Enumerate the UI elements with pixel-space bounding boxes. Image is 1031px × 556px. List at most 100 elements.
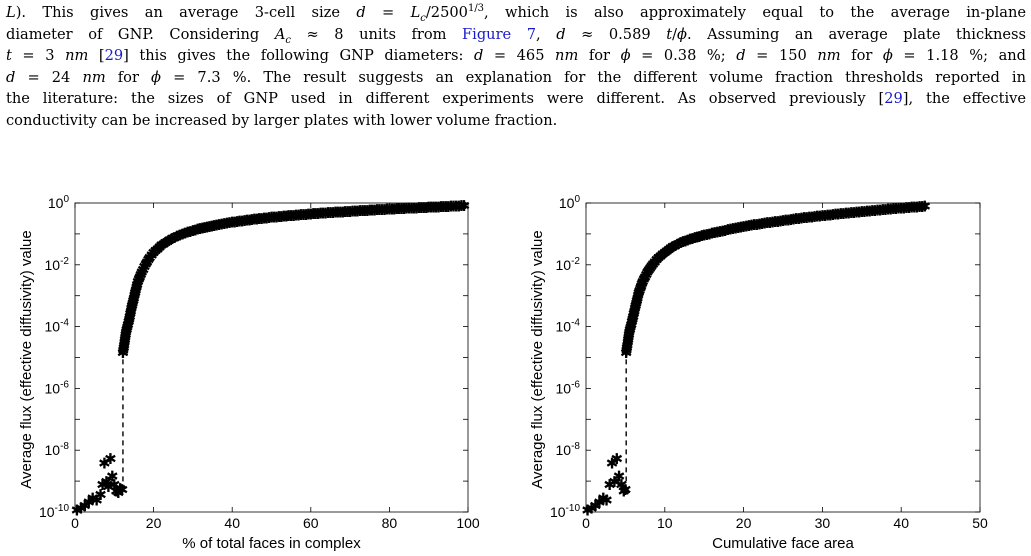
data-point-marker: ✱ xyxy=(290,207,303,225)
data-point-marker: ✱ xyxy=(664,240,677,258)
data-point-marker: ✱ xyxy=(233,213,246,231)
data-point-marker: ✱ xyxy=(623,326,636,344)
data-point-marker: ✱ xyxy=(339,203,352,221)
data-point-marker: ✱ xyxy=(589,497,602,515)
data-point-marker: ✱ xyxy=(679,232,692,250)
data-point-marker: ✱ xyxy=(312,205,325,223)
data-point-marker: ✱ xyxy=(703,225,716,243)
data-point-marker: ✱ xyxy=(640,266,653,284)
data-point-marker: ✱ xyxy=(585,499,598,517)
data-point-marker: ✱ xyxy=(603,476,616,494)
data-point-marker: ✱ xyxy=(292,206,305,224)
data-point-marker: ✱ xyxy=(248,211,261,229)
data-point-marker: ✱ xyxy=(425,199,438,217)
data-point-marker: ✱ xyxy=(882,201,895,219)
paragraph-line-1: L). This gives an average 3-cell size d … xyxy=(6,3,1026,24)
data-point-marker: ✱ xyxy=(277,208,290,226)
data-point-marker: ✱ xyxy=(145,246,158,264)
data-point-marker: ✱ xyxy=(769,213,782,231)
data-point-marker: ✱ xyxy=(263,209,276,227)
data-point-marker: ✱ xyxy=(766,213,779,231)
data-point-marker: ✱ xyxy=(265,209,278,227)
data-point-marker: ✱ xyxy=(90,492,103,510)
data-point-marker: ✱ xyxy=(842,204,855,222)
data-point-marker: ✱ xyxy=(911,198,924,216)
data-point-marker: ✱ xyxy=(905,199,918,217)
data-point-marker: ✱ xyxy=(110,482,123,500)
data-point-marker: ✱ xyxy=(117,341,130,359)
data-point-marker: ✱ xyxy=(128,289,141,307)
data-point-marker: ✱ xyxy=(386,200,399,218)
data-point-marker: ✱ xyxy=(698,227,711,245)
data-point-marker: ✱ xyxy=(135,266,148,284)
right-flux-plot: 0 10 20 30 40 50 100 10-2 10-4 10-6 10-8 10-10 Cumul… xyxy=(529,194,988,552)
data-point-marker: ✱ xyxy=(376,201,389,219)
data-point-marker: ✱ xyxy=(122,313,135,331)
data-point-marker: ✱ xyxy=(785,211,798,229)
data-point-marker: ✱ xyxy=(255,210,268,228)
data-point-marker: ✱ xyxy=(792,210,805,228)
data-point-marker: ✱ xyxy=(635,277,648,295)
data-point-marker: ✱ xyxy=(650,251,663,269)
data-point-marker: ✱ xyxy=(856,203,869,221)
data-point-marker: ✱ xyxy=(125,302,138,320)
data-point-marker: ✱ xyxy=(819,207,832,225)
data-point-marker: ✱ xyxy=(919,198,932,216)
data-point-marker: ✱ xyxy=(184,223,197,241)
data-point-marker: ✱ xyxy=(368,201,381,219)
data-point-marker: ✱ xyxy=(745,217,758,235)
data-point-marker: ✱ xyxy=(887,200,900,218)
data-point-marker: ✱ xyxy=(210,216,223,234)
data-point-marker: ✱ xyxy=(453,197,466,215)
data-point-marker: ✱ xyxy=(327,204,340,222)
data-point-marker: ✱ xyxy=(98,454,111,472)
y-tick-label: 10-2 xyxy=(556,256,581,273)
x-tick-label: 20 xyxy=(736,515,752,531)
x-tick-label: 20 xyxy=(146,515,162,531)
data-point-marker: ✱ xyxy=(415,199,428,217)
data-point-marker: ✱ xyxy=(624,321,637,339)
data-point-marker: ✱ xyxy=(130,279,143,297)
data-point-marker: ✱ xyxy=(205,217,218,235)
data-point-marker: ✱ xyxy=(631,289,644,307)
data-point-marker: ✱ xyxy=(863,202,876,220)
data-point-marker: ✱ xyxy=(282,207,295,225)
data-point-marker: ✱ xyxy=(771,213,784,231)
data-point-marker: ✱ xyxy=(317,205,330,223)
data-point-marker: ✱ xyxy=(334,203,347,221)
data-point-marker: ✱ xyxy=(445,198,458,216)
figure-7-link[interactable]: Figure 7 xyxy=(462,25,537,43)
data-point-marker: ✱ xyxy=(620,341,633,359)
data-point-marker: ✱ xyxy=(131,276,144,294)
data-point-marker: ✱ xyxy=(608,473,621,491)
data-point-marker: ✱ xyxy=(71,502,84,520)
x-tick-label: 30 xyxy=(815,515,831,531)
data-point-marker: ✱ xyxy=(133,271,146,289)
data-point-marker: ✱ xyxy=(737,218,750,236)
data-point-marker: ✱ xyxy=(361,202,374,220)
data-point-marker: ✱ xyxy=(118,336,131,354)
data-point-marker: ✱ xyxy=(790,210,803,228)
data-point-marker: ✱ xyxy=(151,240,164,258)
citation-29-link-2[interactable]: 29 xyxy=(884,90,903,108)
data-point-marker: ✱ xyxy=(231,213,244,231)
data-point-marker: ✱ xyxy=(633,284,646,302)
data-point-marker: ✱ xyxy=(627,308,640,326)
x-axis-label: % of total faces in complex xyxy=(182,535,361,552)
data-point-marker: ✱ xyxy=(620,344,633,362)
data-point-marker: ✱ xyxy=(366,202,379,220)
data-point-marker: ✱ xyxy=(621,336,634,354)
data-point-marker: ✱ xyxy=(142,251,155,269)
data-point-marker: ✱ xyxy=(139,256,152,274)
citation-29-link[interactable]: 29 xyxy=(104,47,124,65)
data-point-marker: ✱ xyxy=(241,212,254,230)
data-point-marker: ✱ xyxy=(866,202,879,220)
y-tick-label: 100 xyxy=(559,194,581,211)
data-point-marker: ✱ xyxy=(916,198,929,216)
data-point-marker: ✱ xyxy=(149,242,162,260)
data-point-marker: ✱ xyxy=(420,199,433,217)
data-point-marker: ✱ xyxy=(632,287,645,305)
data-point-marker: ✱ xyxy=(719,222,732,240)
data-point-marker: ✱ xyxy=(625,316,638,334)
data-point-marker: ✱ xyxy=(238,212,251,230)
